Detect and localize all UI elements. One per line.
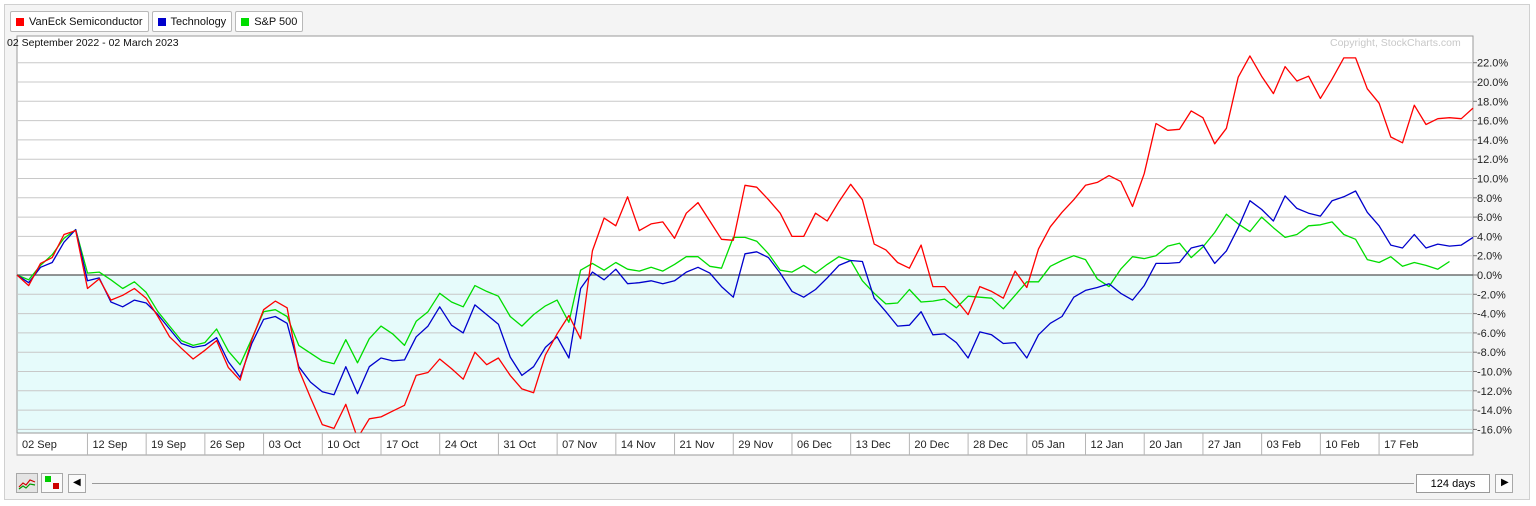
x-tick-label: 29 Nov [738, 439, 773, 451]
plot-area-upper [17, 36, 1473, 275]
y-tick-label: 16.0% [1477, 116, 1508, 128]
copyright-label: Copyright, StockCharts.com [1330, 37, 1461, 49]
x-tick-label: 17 Feb [1384, 439, 1418, 451]
x-tick-label: 05 Jan [1032, 439, 1065, 451]
y-tick-label: -12.0% [1477, 386, 1512, 398]
y-tick-label: -2.0% [1477, 289, 1506, 301]
legend-swatch-red [16, 17, 24, 26]
y-tick-label: -8.0% [1477, 347, 1506, 359]
y-tick-label: 18.0% [1477, 96, 1508, 108]
y-tick-label: -6.0% [1477, 328, 1506, 340]
arrow-right-icon: ▶ [1501, 477, 1509, 488]
x-tick-label: 17 Oct [386, 439, 418, 451]
plot-area-lower [17, 275, 1473, 433]
x-tick-label: 10 Feb [1325, 439, 1359, 451]
legend-label: Technology [170, 15, 227, 28]
y-tick-label: 4.0% [1477, 231, 1502, 243]
x-tick-label: 13 Dec [856, 439, 891, 451]
y-tick-label: 22.0% [1477, 58, 1508, 70]
x-tick-label: 20 Jan [1149, 439, 1182, 451]
scroll-left-button[interactable]: ◀ [68, 474, 86, 493]
candle-colors-icon [45, 476, 59, 489]
date-range-slider-track[interactable] [92, 483, 1414, 484]
x-tick-label: 24 Oct [445, 439, 477, 451]
legend-swatch-green [241, 17, 250, 26]
x-tick-label: 12 Jan [1091, 439, 1124, 451]
x-tick-label: 03 Oct [269, 439, 301, 451]
y-tick-label: 2.0% [1477, 251, 1502, 263]
y-tick-label: 20.0% [1477, 77, 1508, 89]
y-tick-label: -4.0% [1477, 309, 1506, 321]
x-tick-label: 28 Dec [973, 439, 1008, 451]
legend-swatch-blue [157, 17, 166, 26]
series-line-technology [16, 190, 1474, 396]
y-tick-label: 6.0% [1477, 212, 1502, 224]
y-tick-label: -14.0% [1477, 405, 1512, 417]
period-days-field[interactable]: 124 days [1416, 474, 1490, 493]
y-tick-label: 8.0% [1477, 193, 1502, 205]
ohlc-view-button[interactable] [41, 473, 63, 493]
x-tick-label: 14 Nov [621, 439, 656, 451]
line-chart-view-button[interactable] [16, 473, 38, 493]
date-range-label: 02 September 2022 - 02 March 2023 [7, 37, 179, 49]
legend-item-technology[interactable]: Technology [151, 11, 233, 32]
y-tick-label: 0.0% [1477, 270, 1502, 282]
x-tick-label: 10 Oct [327, 439, 359, 451]
y-tick-label: 14.0% [1477, 135, 1508, 147]
y-tick-label: -10.0% [1477, 367, 1512, 379]
scroll-right-button[interactable]: ▶ [1495, 474, 1513, 493]
x-tick-label: 26 Sep [210, 439, 245, 451]
x-tick-label: 02 Sep [22, 439, 57, 451]
arrow-left-icon: ◀ [73, 477, 81, 488]
x-tick-label: 12 Sep [92, 439, 127, 451]
legend-label: S&P 500 [254, 15, 298, 28]
x-tick-label: 19 Sep [151, 439, 186, 451]
x-tick-label: 31 Oct [503, 439, 535, 451]
legend-item-vaneck-semiconductor[interactable]: VanEck Semiconductor [10, 11, 149, 32]
x-tick-label: 27 Jan [1208, 439, 1241, 451]
x-tick-label: 03 Feb [1267, 439, 1301, 451]
series-line-vaneck-semiconductor [16, 55, 1474, 439]
legend-item-sp500[interactable]: S&P 500 [235, 11, 304, 32]
y-tick-label: -16.0% [1477, 424, 1512, 436]
legend-label: VanEck Semiconductor [29, 15, 143, 28]
line-chart-icon [18, 479, 36, 490]
x-tick-label: 06 Dec [797, 439, 832, 451]
x-tick-label: 21 Nov [680, 439, 715, 451]
x-tick-label: 07 Nov [562, 439, 597, 451]
y-tick-label: 12.0% [1477, 154, 1508, 166]
x-tick-label: 20 Dec [914, 439, 949, 451]
y-tick-label: 10.0% [1477, 174, 1508, 186]
legend: VanEck Semiconductor Technology S&P 500 [10, 11, 304, 32]
